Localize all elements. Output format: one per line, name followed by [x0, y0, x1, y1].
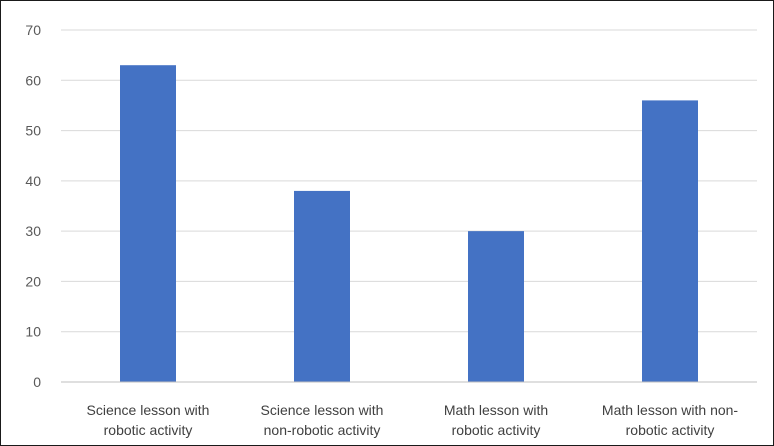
- x-category-label-2: Science lesson with non-robotic activity: [261, 402, 384, 438]
- x-category-label-4: Math lesson with non-robotic activity: [602, 402, 739, 438]
- x-axis-labels: Science lesson with robotic activity Scien…: [87, 402, 739, 438]
- x-category-label-3: Math lesson with robotic activity: [444, 402, 548, 438]
- y-tick-label-60: 60: [25, 72, 41, 88]
- bar-1: [120, 65, 176, 382]
- y-tick-label-50: 50: [25, 123, 41, 139]
- gridlines: [61, 29, 757, 333]
- y-tick-label-0: 0: [33, 374, 41, 390]
- y-tick-label-70: 70: [25, 22, 41, 38]
- y-axis-ticks: 0 10 20 30 40 50 60 70: [25, 22, 41, 390]
- bar-4: [642, 100, 698, 383]
- y-tick-label-10: 10: [25, 324, 41, 340]
- y-tick-label-40: 40: [25, 173, 41, 189]
- y-tick-label-30: 30: [25, 223, 41, 239]
- y-tick-label-20: 20: [25, 273, 41, 289]
- x-category-label-1: Science lesson with robotic activity: [87, 402, 210, 438]
- bar-3: [468, 231, 524, 382]
- bar-2: [294, 190, 350, 382]
- bars: [120, 65, 698, 383]
